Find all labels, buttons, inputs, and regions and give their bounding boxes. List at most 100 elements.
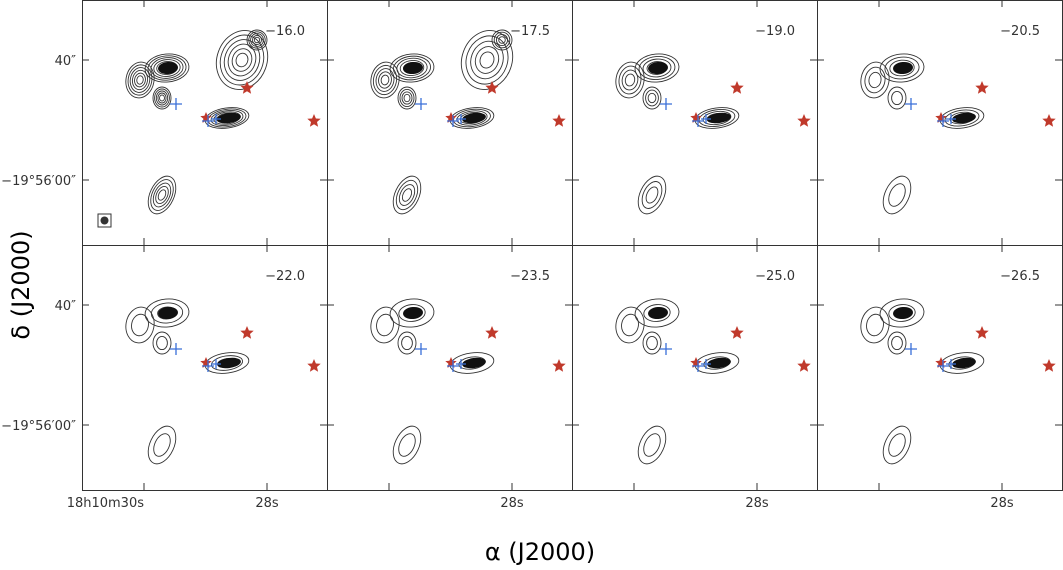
clump-b-contour-3 <box>378 71 392 89</box>
clump-d-core <box>952 357 976 369</box>
clump-e-contour-3 <box>227 43 257 77</box>
red-star-upper <box>975 326 989 339</box>
x-tick-label-1: 28s <box>500 496 524 511</box>
clump-d-core <box>462 357 486 369</box>
clump-d-core <box>217 357 241 369</box>
filament-contour-1 <box>153 433 171 457</box>
clump-b-contour-1 <box>621 313 639 337</box>
x-tick-label-0: 18h10m30s <box>67 496 145 511</box>
panel-frame <box>572 0 818 246</box>
filament-contour-0 <box>147 175 177 215</box>
filament-contour-1 <box>398 433 416 457</box>
panel-0: −16.0 40″ −19°56′00″ <box>1 0 328 246</box>
clump-c-contour-0 <box>887 86 907 110</box>
panel-frame <box>327 245 573 491</box>
clump-c-contour-1 <box>891 90 903 106</box>
clump-b-contour-2 <box>129 67 151 93</box>
panel-frame <box>817 0 1063 246</box>
y-axis-label: δ (J2000) <box>7 230 35 339</box>
velocity-label: −16.0 <box>265 24 305 39</box>
red-star-center <box>445 357 457 368</box>
clump-b-contour-2 <box>621 69 639 91</box>
velocity-label: −23.5 <box>510 269 550 284</box>
filament-contour-0 <box>392 175 422 215</box>
clump-f-contour-4 <box>253 36 261 44</box>
red-star-upper <box>485 326 499 339</box>
clump-c-contour-0 <box>397 331 417 355</box>
red-star-right <box>1042 114 1056 127</box>
velocity-label: −22.0 <box>265 269 305 284</box>
panel-6: −25.0 28s <box>572 245 818 511</box>
clump-c-contour-2 <box>647 92 657 104</box>
filament-contour-2 <box>398 184 416 206</box>
clump-f-contour-1 <box>248 31 266 49</box>
velocity-label: −26.5 <box>1000 269 1040 284</box>
blue-plus-upper <box>170 343 182 355</box>
clump-c-contour-0 <box>152 331 172 355</box>
filament-contour-3 <box>155 185 169 205</box>
clump-d-contour-2 <box>702 110 732 126</box>
y-tick-label-0: 40″ <box>55 54 77 69</box>
clump-c-contour-2 <box>401 91 413 105</box>
red-star-center <box>445 112 457 123</box>
red-star-upper <box>975 81 989 94</box>
blue-plus-center-2 <box>211 114 221 124</box>
clump-a-core <box>893 61 913 75</box>
clump-c-contour-0 <box>887 331 907 355</box>
panel-5: −23.5 28s <box>327 245 573 511</box>
clump-b-contour-5 <box>136 75 144 85</box>
clump-a-core <box>648 306 668 320</box>
clump-c-contour-1 <box>399 88 415 108</box>
clump-a-contour-1 <box>888 304 916 322</box>
panel-frame <box>82 245 328 491</box>
clump-a-contour-0 <box>389 298 435 328</box>
red-star-center <box>935 357 947 368</box>
red-star-right <box>552 114 566 127</box>
y-tick-label-1: −19°56′00″ <box>1 174 76 189</box>
filament-contour-1 <box>643 433 661 457</box>
clump-c-contour-1 <box>891 335 903 351</box>
blue-plus-center-2 <box>456 114 466 124</box>
y-tick-label-0: 40″ <box>55 299 77 314</box>
clump-f-contour-2 <box>250 33 264 47</box>
clump-b-contour-0 <box>860 61 890 99</box>
clump-a-contour-1 <box>147 55 187 81</box>
clump-a-contour-0 <box>144 298 190 328</box>
clump-e-contour-2 <box>470 40 504 80</box>
clump-a-core <box>158 306 178 320</box>
clump-d-contour-1 <box>210 355 244 371</box>
clump-a-contour-1 <box>884 56 920 80</box>
clump-e-contour-4 <box>231 48 253 72</box>
blue-plus-upper <box>170 98 182 110</box>
clump-e-contour-5 <box>235 52 249 68</box>
red-star-right <box>307 359 321 372</box>
clump-a-contour-2 <box>150 57 184 79</box>
x-axis-label-text: α (J2000) <box>485 538 595 566</box>
clump-c-contour-3 <box>403 93 411 103</box>
clump-b-contour-1 <box>864 66 886 94</box>
clump-f-contour-1 <box>493 31 511 49</box>
clump-a-contour-0 <box>634 53 680 83</box>
clump-a-contour-3 <box>399 60 425 76</box>
red-star-upper <box>485 81 499 94</box>
clump-b-contour-3 <box>624 73 636 87</box>
clump-a-contour-1 <box>643 304 671 322</box>
clump-b-contour-1 <box>618 65 642 95</box>
blue-plus-center <box>202 360 214 372</box>
blue-plus-upper <box>415 343 427 355</box>
filament-contour-0 <box>637 425 667 465</box>
red-star-right <box>307 114 321 127</box>
clump-b-contour-0 <box>615 61 645 99</box>
clump-b-contour-1 <box>376 313 394 337</box>
blue-plus-center-2 <box>701 114 711 124</box>
blue-plus-upper <box>415 98 427 110</box>
red-star-upper <box>240 81 254 94</box>
clump-a-contour-0 <box>879 53 925 83</box>
red-star-upper <box>730 81 744 94</box>
filament-contour-1 <box>395 179 419 211</box>
clump-b-contour-0 <box>615 306 645 344</box>
filament-contour-1 <box>150 179 174 211</box>
x-tick-label-1: 28s <box>990 496 1014 511</box>
clump-b-contour-0 <box>860 306 890 344</box>
clump-c-contour-0 <box>397 86 417 110</box>
